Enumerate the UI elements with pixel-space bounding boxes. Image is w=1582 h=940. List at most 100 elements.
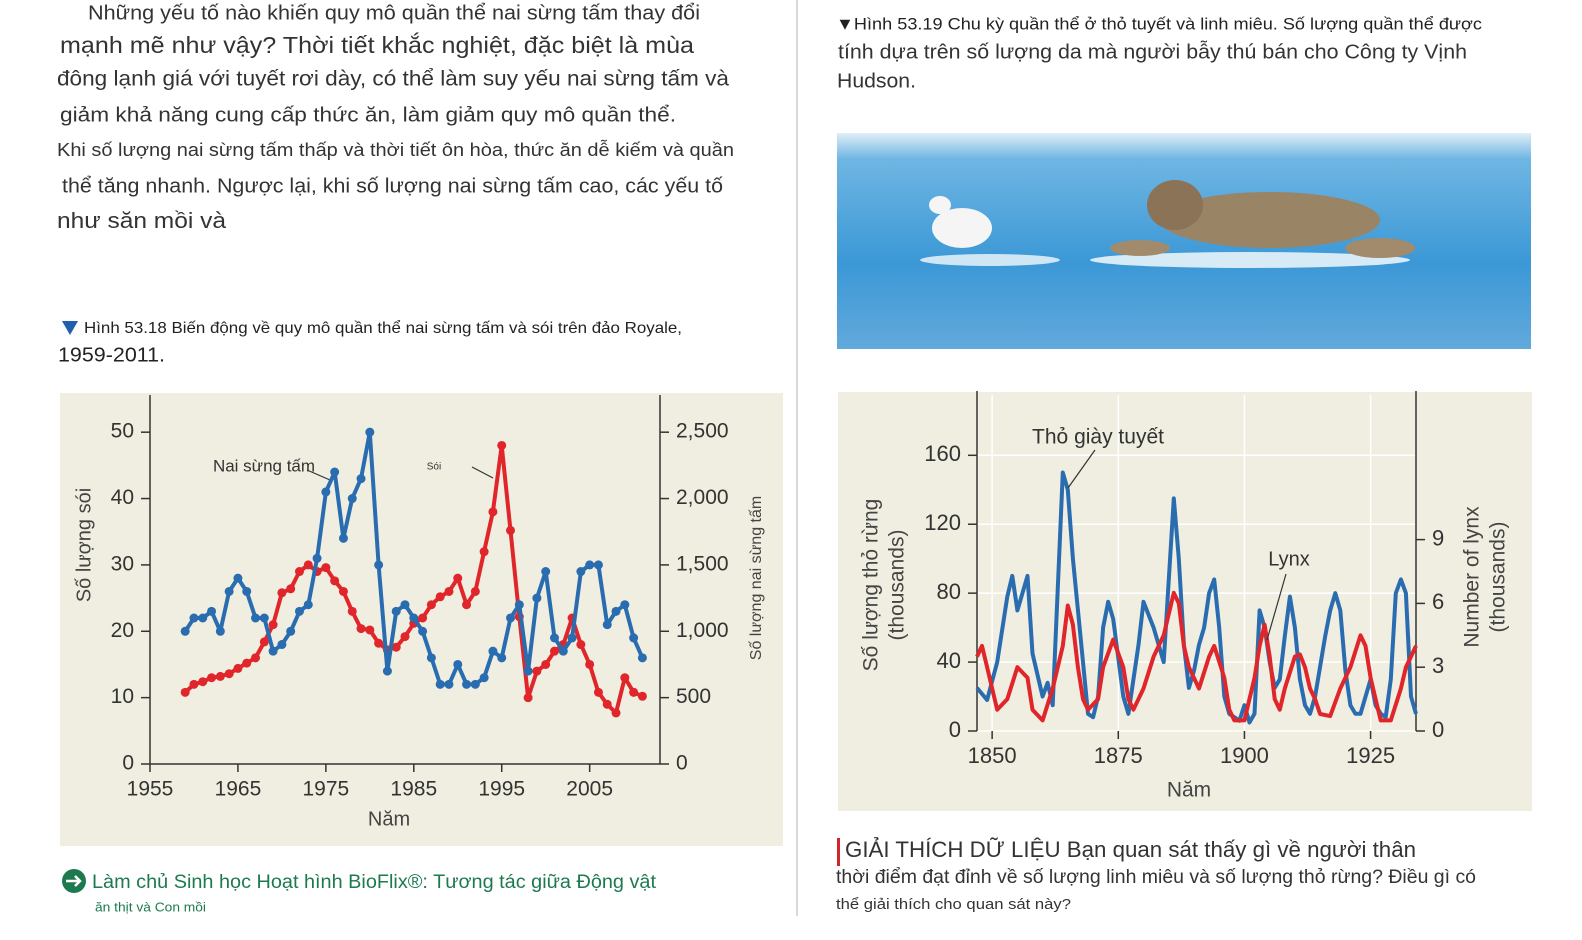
axis-title: Số lượng thỏ rừng — [860, 499, 883, 672]
data-point — [207, 673, 217, 683]
data-point — [198, 613, 208, 623]
data-point — [215, 671, 225, 681]
data-point — [637, 691, 647, 701]
data-point — [374, 560, 384, 570]
data-point — [268, 620, 278, 630]
data-point — [189, 679, 199, 689]
data-point — [629, 633, 639, 643]
x-tick-label: 1875 — [1094, 743, 1143, 768]
data-point — [391, 606, 401, 616]
data-point — [330, 467, 340, 477]
data-point — [426, 653, 436, 663]
data-point — [470, 586, 480, 596]
data-point — [523, 666, 533, 676]
data-point — [251, 613, 261, 623]
data-point — [435, 679, 445, 689]
data-point — [338, 533, 348, 543]
data-point — [233, 573, 243, 583]
y2-tick-label: 0 — [676, 752, 688, 775]
data-point — [268, 646, 278, 656]
x-tick-label: 1850 — [968, 743, 1017, 768]
lynx-head — [1147, 180, 1203, 230]
y-tick-label: 160 — [924, 441, 961, 466]
y-tick-label: 20 — [111, 619, 134, 642]
data-point — [400, 632, 410, 642]
paragraph-line: Những yếu tố nào khiến quy mô quần thể n… — [88, 2, 700, 24]
data-point — [321, 487, 331, 497]
data-point — [224, 586, 234, 596]
data-point — [356, 624, 366, 634]
y2-tick-label: 9 — [1432, 525, 1444, 550]
data-point — [347, 494, 357, 504]
data-point — [286, 584, 296, 594]
x-tick-label: 1975 — [303, 778, 350, 801]
data-point — [558, 646, 568, 656]
snow-trail — [1090, 252, 1410, 268]
axis-title: (thousands) — [1487, 522, 1510, 633]
y-tick-label: 120 — [924, 510, 961, 535]
data-point — [506, 613, 516, 623]
data-point — [620, 673, 630, 683]
y2-tick-label: 2,500 — [676, 420, 729, 443]
data-point — [294, 606, 304, 616]
data-point — [242, 658, 252, 668]
data-point — [541, 659, 551, 669]
paragraph-line: Khi số lượng nai sừng tấm thấp và thời t… — [57, 139, 734, 160]
data-point — [488, 646, 498, 656]
axis-title: Number of lynx — [1461, 506, 1484, 648]
data-point — [514, 600, 524, 610]
data-point — [479, 673, 489, 683]
data-point — [470, 679, 480, 689]
data-point — [462, 679, 472, 689]
y-tick-label: 50 — [111, 420, 134, 443]
hare — [932, 208, 992, 248]
series-label: Nai sừng tấm — [213, 456, 315, 475]
annotation-leader — [1266, 573, 1287, 641]
data-point — [224, 669, 234, 679]
data-point — [532, 666, 542, 676]
data-point — [629, 687, 639, 697]
figure-caption: 1959-2011. — [58, 344, 165, 366]
data-point — [418, 613, 428, 623]
y2-tick-label: 1,000 — [676, 619, 729, 642]
x-tick-label: 2005 — [566, 778, 613, 801]
data-point — [259, 637, 269, 647]
lynx — [1160, 192, 1380, 248]
caption-marker — [62, 321, 78, 335]
figure-caption: tính dựa trên số lượng da mà người bẫy t… — [838, 40, 1467, 63]
annotation-leader — [306, 469, 331, 481]
series-line — [975, 590, 1418, 723]
paragraph-line: giảm khả năng cung cấp thức ăn, làm giảm… — [60, 104, 676, 126]
x-axis-title: Năm — [1167, 779, 1211, 802]
data-point — [497, 440, 507, 450]
x-tick-label: 1995 — [478, 778, 525, 801]
data-point — [277, 640, 287, 650]
data-point — [277, 588, 287, 598]
x-tick-label: 1925 — [1346, 743, 1395, 768]
data-point — [409, 613, 419, 623]
y-tick-label: 40 — [111, 486, 134, 509]
y2-tick-label: 2,000 — [676, 486, 729, 509]
series-label: Thỏ giày tuyết — [1032, 426, 1164, 449]
series-label: Sói — [427, 462, 441, 473]
data-point — [576, 640, 586, 650]
data-point — [400, 600, 410, 610]
section-bar — [837, 838, 840, 866]
data-point — [286, 626, 296, 636]
data-point — [312, 553, 322, 563]
y-tick-label: 10 — [111, 685, 134, 708]
data-point — [189, 613, 199, 623]
data-point — [207, 606, 217, 616]
data-point — [303, 600, 313, 610]
data-point — [180, 687, 190, 697]
figure-caption: ▼Hình 53.19 Chu kỳ quần thể ở thỏ tuyết … — [836, 14, 1483, 33]
paragraph-line: mạnh mẽ như vậy? Thời tiết khắc nghiệt, … — [60, 32, 694, 58]
series-label: Lynx — [1268, 548, 1310, 570]
data-point — [215, 626, 225, 636]
y-tick-label: 80 — [937, 579, 961, 604]
axis-title: Số lượng sói — [73, 488, 95, 602]
x-tick-label: 1985 — [390, 778, 437, 801]
exercise-text: GIẢI THÍCH DỮ LIỆU Bạn quan sát thấy gì … — [845, 837, 1416, 862]
data-point — [453, 659, 463, 669]
